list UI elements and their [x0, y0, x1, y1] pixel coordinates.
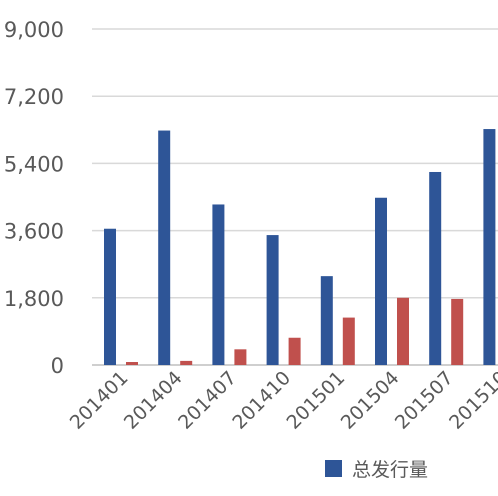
y-axis-ticks: 0 1,800 3,600 5,400 7,200 9,000 [4, 18, 64, 378]
bar-series1-201401 [104, 228, 116, 365]
bar-series1-201404 [158, 130, 171, 365]
x-tick-label: 201501 [282, 367, 349, 434]
legend: 总发行量 [325, 459, 428, 481]
bar-series2-201410 [288, 337, 301, 365]
bar-series2-201404 [180, 360, 193, 365]
bar-series1-201410 [266, 235, 279, 365]
x-tick-label: 201410 [228, 367, 295, 434]
x-axis-ticks: 2014012014042014072014102015012015042015… [66, 367, 498, 434]
bar-series1-201407 [212, 204, 225, 365]
x-tick-label: 201510 [445, 367, 498, 434]
bars [104, 129, 496, 365]
bar-series2-201501 [342, 317, 355, 365]
bar-series1-201504 [375, 197, 387, 365]
x-tick-label: 201504 [337, 367, 404, 434]
bar-series2-201504 [397, 297, 409, 365]
legend-swatch-total-issuance [325, 460, 342, 477]
bar-series1-201501 [320, 276, 333, 365]
y-tick-label: 3,600 [4, 220, 64, 244]
x-tick-label: 201507 [391, 367, 458, 434]
y-tick-label: 9,000 [4, 18, 64, 42]
x-tick-label: 201404 [120, 367, 187, 434]
x-tick-label: 201401 [66, 367, 133, 434]
x-tick-label: 201407 [174, 367, 241, 434]
y-tick-label: 0 [51, 354, 64, 378]
y-tick-label: 1,800 [4, 287, 64, 311]
y-tick-label: 5,400 [4, 152, 64, 176]
bar-series1-201510 [483, 129, 496, 365]
bar-series2-201507 [451, 298, 464, 365]
bar-series1-201507 [429, 171, 442, 365]
y-tick-label: 7,200 [4, 85, 64, 109]
bar-series2-201407 [234, 349, 247, 365]
bar-series2-201401 [126, 362, 138, 365]
legend-label-total-issuance: 总发行量 [352, 459, 428, 481]
